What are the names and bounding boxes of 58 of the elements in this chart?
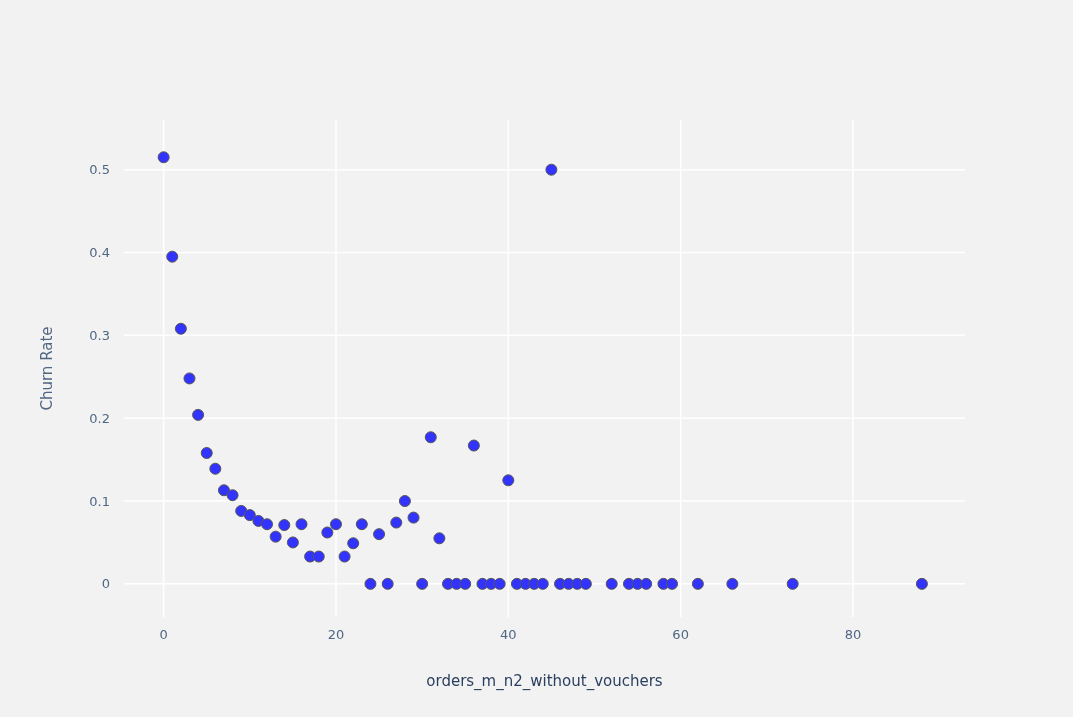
y-tick-label: 0.3 — [89, 327, 110, 343]
point — [786, 577, 799, 590]
x-tick-label: 60 — [672, 627, 689, 642]
point — [286, 536, 299, 549]
point — [226, 489, 239, 502]
point — [338, 550, 351, 563]
y-tick-label: 0.5 — [89, 162, 110, 178]
point — [605, 577, 618, 590]
point — [398, 495, 411, 508]
point — [166, 250, 179, 263]
point — [433, 532, 446, 545]
x-tick-label: 40 — [500, 627, 517, 642]
point — [416, 577, 429, 590]
point — [459, 577, 472, 590]
point — [183, 372, 196, 385]
point — [261, 518, 274, 531]
point — [269, 530, 282, 543]
point — [312, 550, 325, 563]
point — [278, 519, 291, 532]
point — [579, 577, 592, 590]
point — [666, 577, 679, 590]
y-tick-label: 0.4 — [89, 245, 110, 261]
x-axis-title: orders_m_n2_without_vouchers — [426, 672, 663, 691]
point — [726, 577, 739, 590]
point — [545, 163, 558, 176]
point — [174, 322, 187, 335]
point — [295, 518, 308, 531]
x-tick-label: 0 — [159, 627, 168, 642]
point — [691, 577, 704, 590]
point — [536, 577, 549, 590]
point — [364, 577, 377, 590]
point — [209, 462, 222, 475]
point — [200, 447, 213, 459]
point — [381, 577, 394, 590]
point — [915, 577, 928, 590]
point — [235, 504, 248, 517]
point — [217, 484, 230, 497]
point — [502, 474, 515, 487]
point — [467, 439, 480, 452]
y-tick-label: 0.2 — [89, 410, 110, 426]
point — [329, 518, 342, 531]
y-axis-title: Churn Rate — [38, 326, 56, 411]
x-tick-label: 20 — [327, 627, 345, 642]
point — [355, 518, 368, 531]
point — [157, 151, 170, 164]
point — [640, 577, 653, 590]
point — [373, 528, 386, 541]
point — [243, 509, 256, 522]
x-tick-label: 80 — [844, 627, 862, 642]
y-tick-label: 0.1 — [89, 493, 110, 509]
point — [424, 431, 437, 444]
point — [192, 408, 205, 421]
y-tick-label: 0 — [101, 576, 110, 592]
point — [493, 577, 506, 590]
point — [407, 511, 420, 524]
point — [321, 526, 334, 539]
point — [390, 516, 403, 529]
point — [347, 537, 360, 550]
